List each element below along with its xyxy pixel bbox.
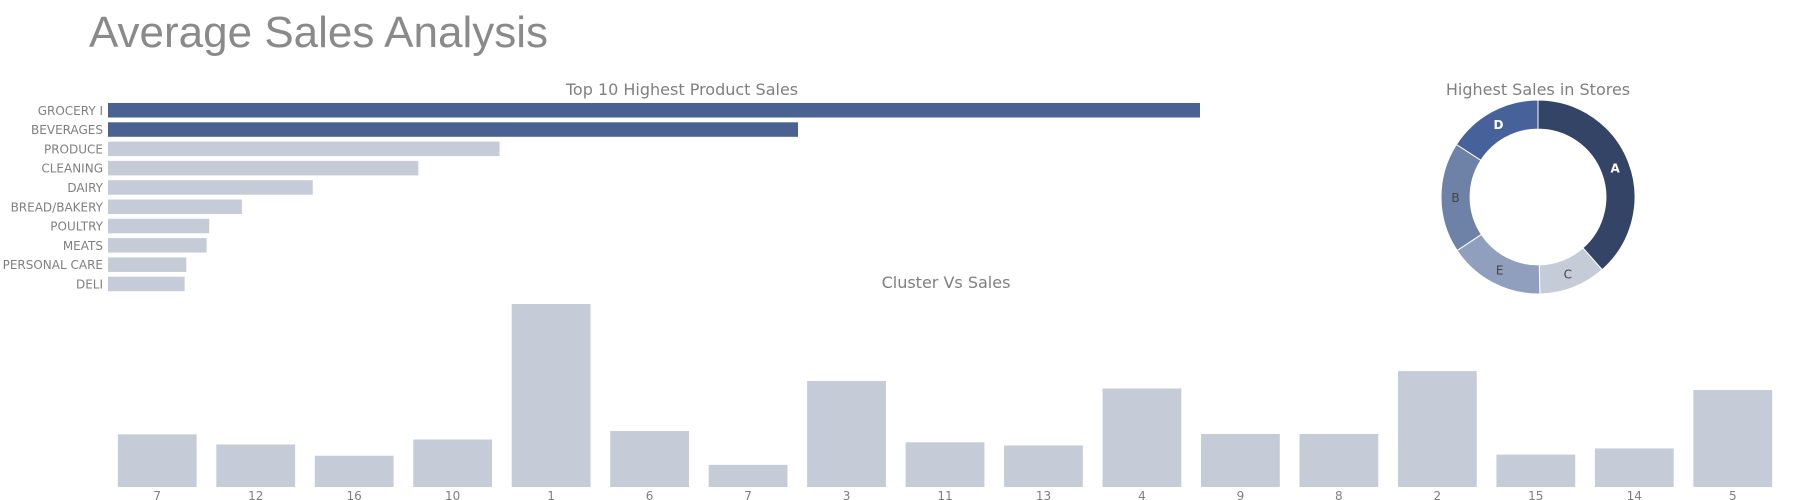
vbar-tick-label: 8 [1335, 489, 1343, 500]
vbar-bar-15 [1594, 448, 1674, 487]
vbar-tick-label: 7 [744, 489, 752, 500]
vbar-tick-label: 6 [646, 489, 654, 500]
hbar-category-label: CLEANING [41, 162, 103, 176]
vbar-tick-label: 13 [1036, 489, 1051, 500]
hbar-chart: GROCERY I BEVERAGES PRODUCE CLEANING DAIRY BR… [3, 103, 1200, 291]
vbar-tick-label: 12 [248, 489, 263, 500]
hbar-bar-4 [108, 180, 313, 195]
hbar-bar-7 [108, 238, 207, 253]
hbar-bar-9 [108, 276, 185, 292]
pie-slice-B [1440, 143, 1483, 252]
pie-slice-label: E [1496, 263, 1504, 277]
pie-slice-A [1537, 99, 1636, 271]
vbar-chart: 7 12 16 10 1 6 7 3 11 13 4 9 8 2 15 14 5 [117, 304, 1773, 500]
vbar-bar-12 [1299, 433, 1379, 487]
vbar-bar-16 [1693, 390, 1773, 487]
vbar-tick-label: 16 [347, 489, 362, 500]
hbar-category-label: MEATS [63, 239, 103, 253]
vbar-bar-1 [216, 444, 296, 487]
vbar-tick-label: 9 [1237, 489, 1245, 500]
pie-slice-label: B [1451, 191, 1459, 205]
hbar-bar-5 [108, 199, 242, 214]
hbar-category-label: PRODUCE [44, 142, 103, 156]
hbar-bar-0 [108, 103, 1200, 118]
pie-slice-label: D [1494, 118, 1504, 132]
vbar-tick-label: 15 [1528, 489, 1543, 500]
vbar-bar-0 [117, 434, 197, 487]
vbar-bar-9 [1004, 445, 1083, 487]
vbar-tick-label: 2 [1434, 489, 1442, 500]
vbar-tick-label: 4 [1138, 489, 1146, 500]
vbar-bar-11 [1201, 433, 1280, 487]
vbar-tick-label: 10 [445, 489, 460, 500]
vbar-bar-6 [708, 464, 788, 487]
vbar-bar-10 [1102, 388, 1182, 487]
vbar-bar-7 [807, 380, 886, 487]
hbar-category-label: BEVERAGES [31, 123, 103, 137]
hbar-category-label: GROCERY I [38, 104, 103, 118]
hbar-bar-3 [108, 160, 419, 176]
vbar-tick-label: 5 [1729, 489, 1737, 500]
vbar-tick-label: 1 [547, 489, 555, 500]
vbar-bar-8 [905, 442, 985, 487]
hbar-bar-2 [108, 141, 500, 157]
hbar-bar-6 [108, 218, 210, 234]
pie-title: Highest Sales in Stores [1446, 80, 1630, 99]
hbar-category-label: DELI [76, 277, 103, 291]
page-title: Average Sales Analysis [89, 8, 549, 57]
vbar-bar-5 [610, 431, 689, 487]
hbar-category-label: BREAD/BAKERY [11, 200, 104, 214]
hbar-bar-1 [108, 122, 799, 137]
vbar-tick-label: 14 [1627, 489, 1642, 500]
hbar-title: Top 10 Highest Product Sales [565, 80, 798, 99]
vbar-title: Cluster Vs Sales [882, 273, 1011, 292]
hbar-category-label: DAIRY [67, 181, 103, 195]
pie-chart: A C E B D [1440, 99, 1636, 295]
vbar-bar-3 [413, 439, 493, 487]
vbar-bar-2 [314, 455, 394, 487]
pie-slice-label: C [1564, 267, 1572, 281]
vbar-tick-label: 7 [153, 489, 161, 500]
pie-slice-D [1455, 99, 1539, 161]
hbar-category-label: POULTRY [50, 220, 103, 234]
pie-slice-label: A [1610, 161, 1620, 175]
hbar-bar-8 [108, 257, 187, 272]
hbar-category-label: PERSONAL CARE [3, 258, 103, 272]
vbar-tick-label: 3 [843, 489, 851, 500]
vbar-bar-13 [1397, 371, 1477, 487]
vbar-tick-label: 11 [937, 489, 952, 500]
vbar-bar-4 [511, 304, 591, 487]
vbar-bar-14 [1496, 454, 1576, 487]
